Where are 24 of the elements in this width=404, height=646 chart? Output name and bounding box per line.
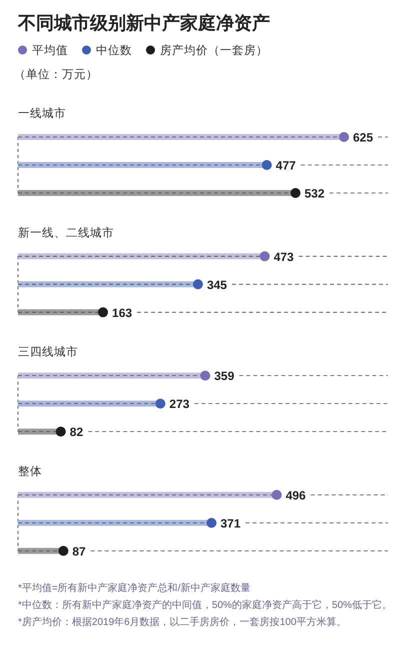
data-label: 359 — [214, 369, 235, 384]
y-tick-label: 整体 — [18, 464, 42, 478]
text: *平均值=所有新中产家庭净资产总和/新中产家庭数量 — [18, 582, 251, 594]
data-label: 496 — [286, 488, 306, 502]
data-label: 625 — [353, 130, 374, 144]
y-tick-label: 新一线、二线城市 — [18, 225, 114, 240]
data-label: 473 — [274, 250, 294, 264]
data-label: 163 — [112, 306, 132, 320]
data-label: 532 — [304, 186, 325, 200]
y-tick-label: 三四线城市 — [18, 344, 78, 359]
data-label: 82 — [70, 425, 84, 440]
data-label: 345 — [206, 278, 228, 292]
data-label: 273 — [169, 397, 190, 412]
data-label: 477 — [276, 158, 296, 172]
text: *房产均价：根据2019年6月数据，以二手房房价，一套房按100平方米算。 — [18, 616, 346, 628]
text: *中位数：所有新中产家庭净资产的中间值，50%的家庭净资产高于它，50%低于它。 — [18, 599, 392, 611]
data-label: 371 — [220, 516, 241, 530]
chart-subtitle: （单位：万元） — [14, 68, 98, 81]
y-tick-label: 一线城市 — [18, 106, 66, 120]
data-label: 87 — [72, 544, 86, 558]
legend-label: 房产均价（一套房） — [160, 43, 268, 57]
legend-label: 中位数 — [96, 44, 132, 57]
chart-title: 不同城市级别新中产家庭净资产 — [17, 13, 270, 33]
legend-label: 平均值 — [32, 44, 68, 57]
